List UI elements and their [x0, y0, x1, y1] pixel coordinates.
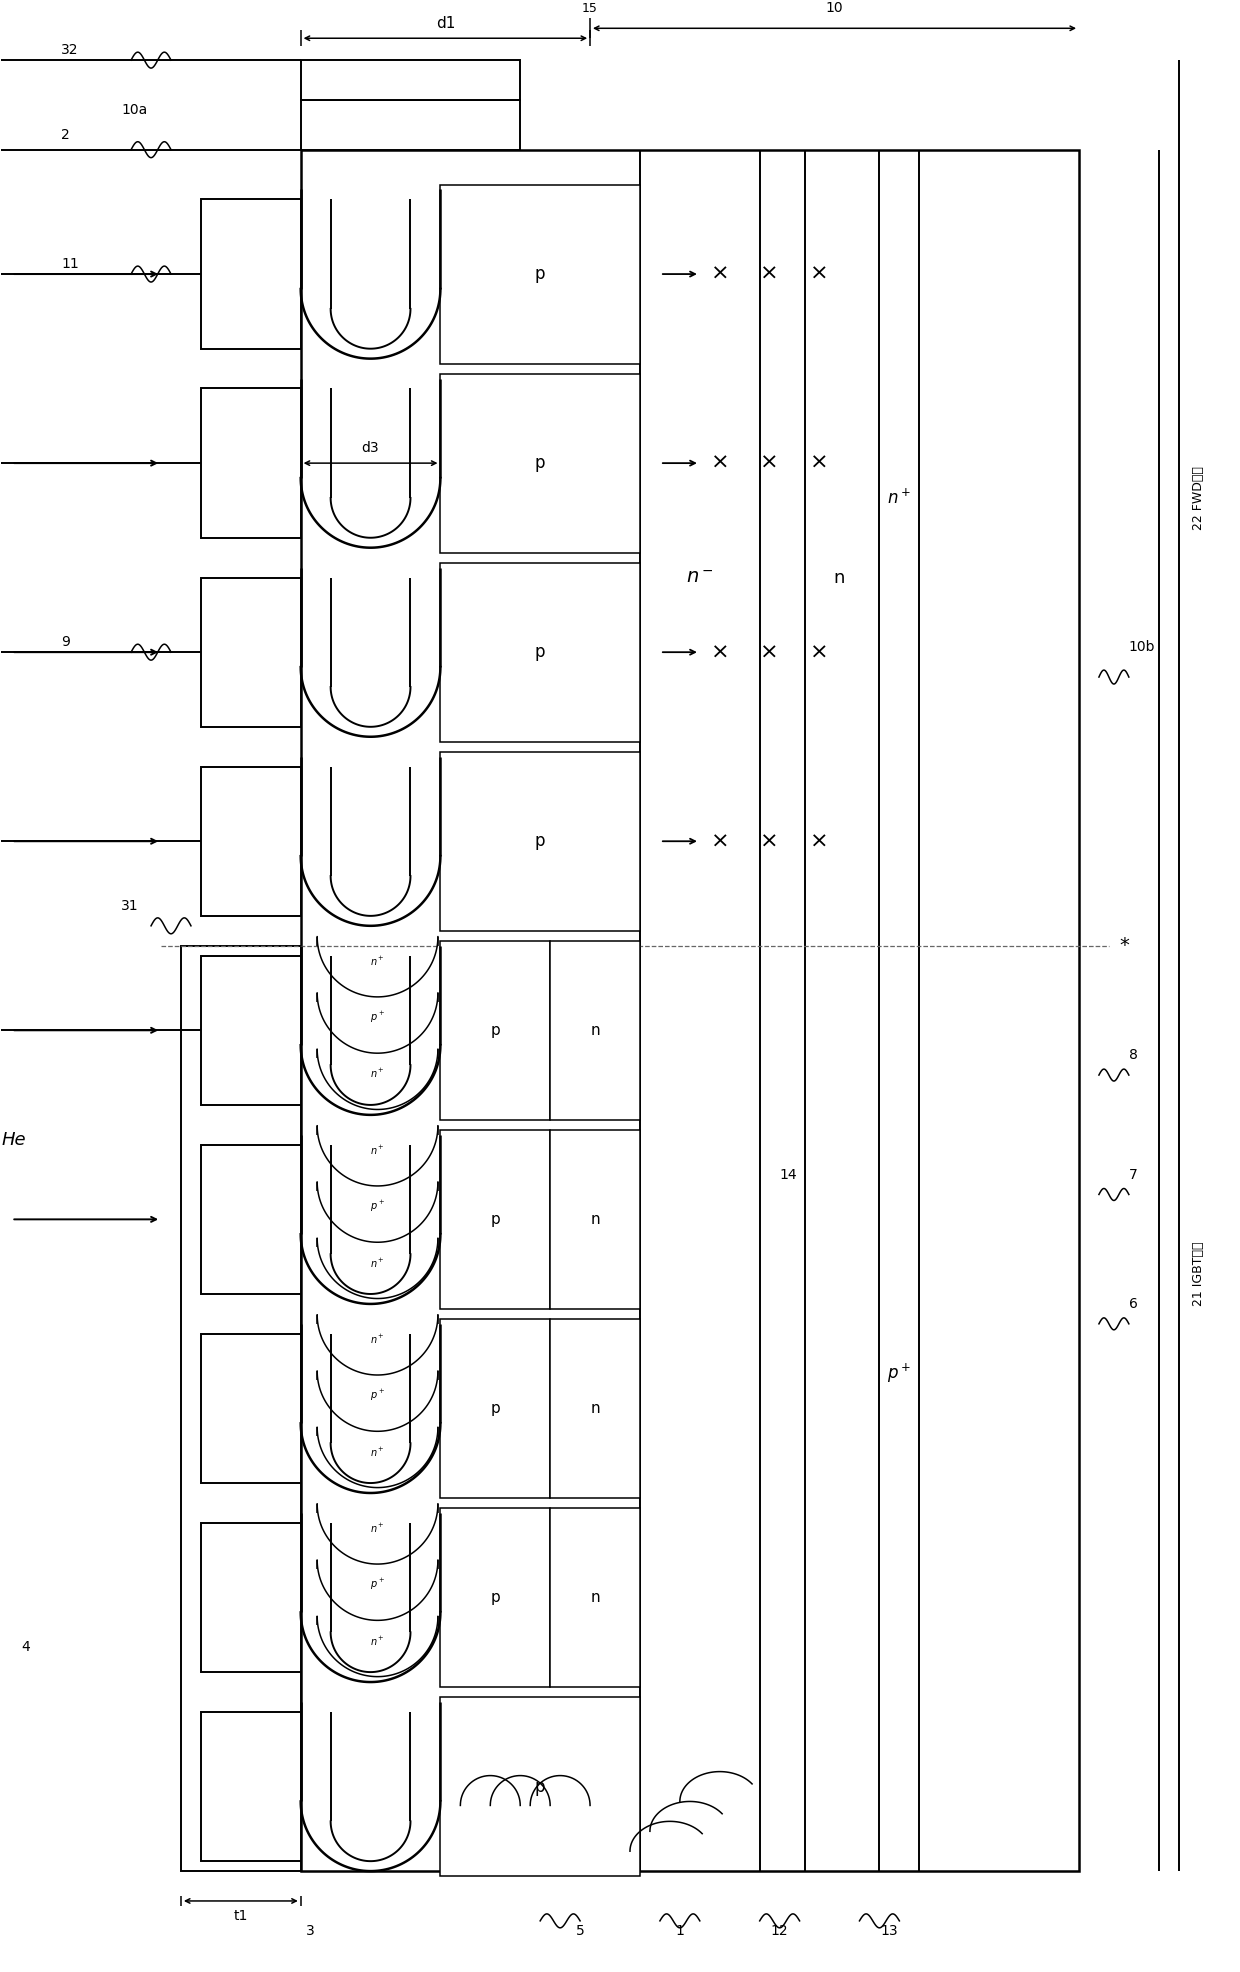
Text: p: p	[490, 1400, 500, 1416]
Bar	[440, 1509, 551, 1686]
Text: 12: 12	[771, 1925, 789, 1938]
Text: p: p	[490, 1023, 500, 1037]
Text: $p^+$: $p^+$	[370, 1199, 384, 1215]
Bar	[201, 578, 301, 728]
Text: ×: ×	[760, 264, 779, 284]
Bar	[201, 1522, 301, 1672]
Text: 6: 6	[1128, 1298, 1138, 1311]
Bar	[201, 1144, 301, 1294]
Bar	[181, 947, 301, 1871]
Text: ×: ×	[711, 264, 729, 284]
Bar	[551, 1319, 640, 1499]
Bar	[201, 199, 301, 349]
Text: *: *	[1118, 937, 1128, 954]
Bar	[551, 1130, 640, 1309]
Text: ×: ×	[810, 454, 828, 473]
Text: $n^+$: $n^+$	[370, 954, 384, 968]
Text: $n^+$: $n^+$	[370, 1144, 384, 1158]
Text: ×: ×	[711, 454, 729, 473]
Text: d3: d3	[362, 442, 379, 456]
Text: n: n	[590, 1213, 600, 1227]
Text: 10a: 10a	[122, 103, 148, 116]
Bar	[201, 388, 301, 538]
Text: 10: 10	[826, 2, 843, 16]
Text: p: p	[534, 454, 546, 471]
Text: p: p	[534, 1777, 546, 1796]
Bar	[440, 941, 551, 1120]
Text: ×: ×	[760, 832, 779, 852]
Bar	[201, 1712, 301, 1862]
Text: 21 IGBT区域: 21 IGBT区域	[1192, 1242, 1205, 1305]
Bar	[440, 1319, 551, 1499]
Text: $p^+$: $p^+$	[888, 1363, 911, 1384]
Text: 2: 2	[61, 128, 69, 142]
Text: 32: 32	[61, 43, 79, 57]
Text: $n^+$: $n^+$	[370, 1067, 384, 1081]
Text: 5: 5	[575, 1925, 584, 1938]
Bar	[301, 101, 521, 150]
Bar	[551, 1509, 640, 1686]
Text: p: p	[534, 264, 546, 284]
Text: n: n	[833, 568, 846, 586]
Text: p: p	[490, 1589, 500, 1605]
Text: 13: 13	[880, 1925, 898, 1938]
Bar	[440, 1130, 551, 1309]
Text: n: n	[590, 1589, 600, 1605]
Text: He: He	[1, 1130, 26, 1150]
Text: $n^+$: $n^+$	[370, 1333, 384, 1347]
Bar	[201, 956, 301, 1104]
Text: ×: ×	[810, 643, 828, 663]
Bar	[440, 373, 640, 552]
Bar	[201, 1333, 301, 1483]
Bar	[201, 767, 301, 915]
Text: n: n	[590, 1400, 600, 1416]
Text: 10b: 10b	[1128, 641, 1156, 655]
Text: t1: t1	[233, 1909, 248, 1923]
Text: 1: 1	[676, 1925, 684, 1938]
Text: $p^+$: $p^+$	[370, 1388, 384, 1404]
Bar	[440, 751, 640, 931]
Text: n: n	[590, 1023, 600, 1037]
Text: $n^+$: $n^+$	[370, 1256, 384, 1270]
Text: ×: ×	[810, 264, 828, 284]
Bar	[440, 185, 640, 363]
Text: $n^+$: $n^+$	[888, 489, 911, 507]
Text: 31: 31	[122, 899, 139, 913]
Text: 7: 7	[1128, 1167, 1137, 1181]
Text: ×: ×	[810, 832, 828, 852]
Text: 3: 3	[306, 1925, 315, 1938]
Text: p: p	[534, 643, 546, 661]
Text: 15: 15	[582, 2, 598, 16]
Text: ×: ×	[711, 643, 729, 663]
Text: ×: ×	[711, 832, 729, 852]
Text: 8: 8	[1128, 1049, 1138, 1063]
Bar	[301, 59, 521, 101]
Text: $p^+$: $p^+$	[370, 1578, 384, 1591]
Text: $n^-$: $n^-$	[686, 568, 714, 588]
Text: 4: 4	[21, 1641, 30, 1655]
Text: ×: ×	[760, 454, 779, 473]
Text: 22 FWD区域: 22 FWD区域	[1192, 465, 1205, 530]
Text: 14: 14	[780, 1167, 797, 1181]
Text: p: p	[534, 832, 546, 850]
Text: d1: d1	[435, 16, 455, 32]
Bar	[551, 941, 640, 1120]
Text: $n^+$: $n^+$	[370, 1445, 384, 1459]
Bar	[440, 562, 640, 741]
Bar	[301, 150, 1079, 1871]
Text: p: p	[490, 1213, 500, 1227]
Text: $n^+$: $n^+$	[370, 1522, 384, 1534]
Text: 9: 9	[61, 635, 71, 649]
Text: 11: 11	[61, 256, 79, 270]
Text: ×: ×	[760, 643, 779, 663]
Bar	[440, 1698, 640, 1875]
Text: $p^+$: $p^+$	[370, 1010, 384, 1025]
Text: $n^+$: $n^+$	[370, 1635, 384, 1649]
